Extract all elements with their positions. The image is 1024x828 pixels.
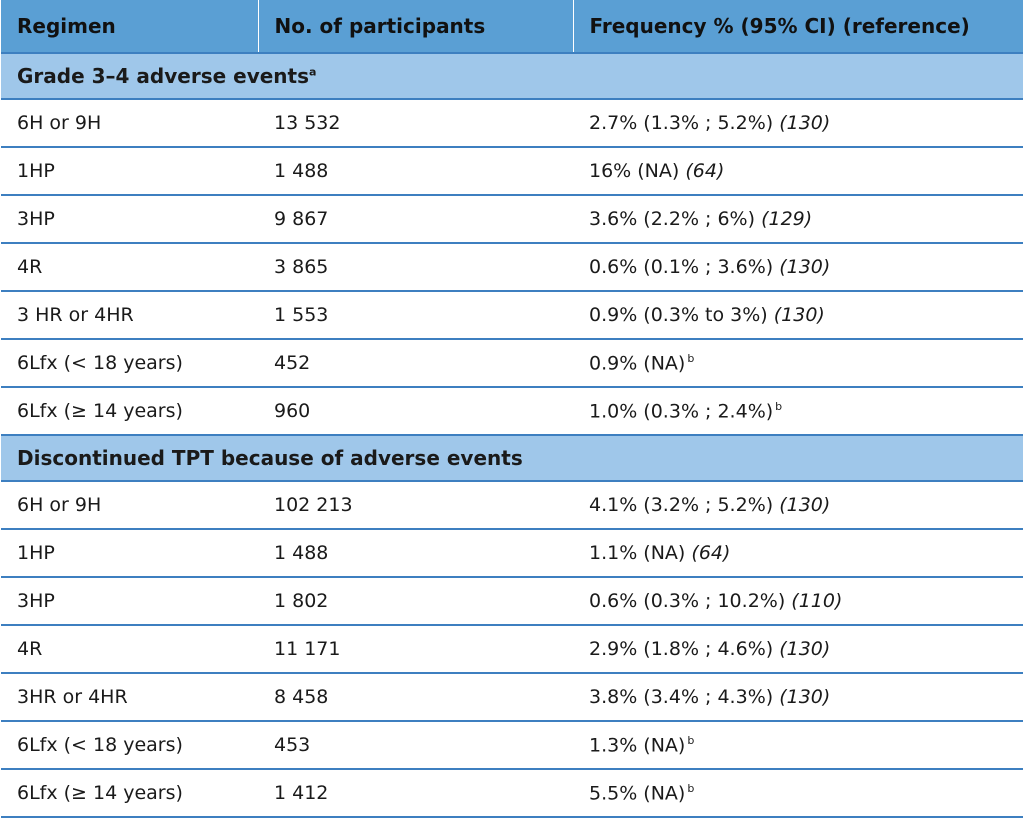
table-row: 6H or 9H 13 532 2.7% (1.3% ; 5.2%) (130) — [1, 99, 1023, 148]
footnote-marker: b — [687, 733, 695, 747]
section-title-text: Discontinued TPT because of adverse even… — [17, 446, 523, 470]
participants-cell: 8 458 — [258, 673, 573, 722]
footnote-marker: a — [309, 65, 317, 79]
frequency-value: 5.5% (NA) — [589, 782, 686, 805]
table-row: 6Lfx (≥ 14 years) 960 1.0% (0.3% ; 2.4%) b — [1, 387, 1023, 436]
regimen-cell: 3 HR or 4HR — [1, 291, 258, 340]
reference-number: (64) — [685, 160, 725, 182]
frequency-value: 3.8% (3.4% ; 4.3%) — [589, 686, 774, 708]
header-participants: No. of participants — [258, 0, 574, 54]
table-row: 1HP 1 488 16% (NA) (64) — [1, 147, 1023, 196]
participants-cell: 1 553 — [258, 291, 573, 340]
frequency-cell: 3.6% (2.2% ; 6%) (129) — [573, 195, 1023, 244]
frequency-cell: 1.0% (0.3% ; 2.4%) b — [573, 387, 1023, 436]
regimen-cell: 6Lfx (≥ 14 years) — [1, 387, 258, 436]
frequency-cell: 1.3% (NA) b — [573, 721, 1023, 770]
frequency-cell: 0.9% (0.3% to 3%) (130) — [573, 291, 1023, 340]
frequency-cell: 2.7% (1.3% ; 5.2%) (130) — [573, 99, 1023, 148]
regimen-cell: 4R — [1, 243, 258, 292]
frequency-value: 2.9% (1.8% ; 4.6%) — [589, 638, 774, 660]
section-title: Grade 3–4 adverse eventsa — [1, 53, 1023, 100]
participants-cell: 9 867 — [258, 195, 573, 244]
table-body: Grade 3–4 adverse eventsa 6H or 9H 13 532 2… — [1, 53, 1023, 818]
frequency-cell: 0.6% (0.1% ; 3.6%) (130) — [573, 243, 1023, 292]
reference-number: (130) — [779, 686, 831, 708]
frequency-cell: 2.9% (1.8% ; 4.6%) (130) — [573, 625, 1023, 674]
participants-cell: 11 171 — [258, 625, 573, 674]
reference-number: (130) — [779, 256, 831, 278]
table-row: 6Lfx (≥ 14 years) 1 412 5.5% (NA) b — [1, 769, 1023, 818]
frequency-cell: 3.8% (3.4% ; 4.3%) (130) — [573, 673, 1023, 722]
participants-cell: 3 865 — [258, 243, 573, 292]
regimen-cell: 3HP — [1, 195, 258, 244]
regimen-cell: 1HP — [1, 147, 258, 196]
frequency-value: 0.9% (NA) — [589, 352, 686, 375]
frequency-value: 1.0% (0.3% ; 2.4%) — [589, 400, 774, 423]
frequency-value: 3.6% (2.2% ; 6%) — [589, 208, 756, 230]
participants-cell: 13 532 — [258, 99, 573, 148]
regimen-cell: 6H or 9H — [1, 481, 258, 530]
section-header-row: Discontinued TPT because of adverse even… — [1, 435, 1023, 482]
table-row: 4R 11 171 2.9% (1.8% ; 4.6%) (130) — [1, 625, 1023, 674]
reference-number: (130) — [779, 638, 831, 660]
reference-number: (64) — [691, 542, 731, 564]
header-frequency: Frequency % (95% CI) (reference) — [573, 0, 1023, 54]
regimen-cell: 6Lfx (< 18 years) — [1, 721, 258, 770]
participants-cell: 1 488 — [258, 147, 573, 196]
regimen-cell: 1HP — [1, 529, 258, 578]
frequency-cell: 4.1% (3.2% ; 5.2%) (130) — [573, 481, 1023, 530]
section-title: Discontinued TPT because of adverse even… — [1, 435, 1023, 482]
header-row: Regimen No. of participants Frequency % … — [1, 0, 1023, 54]
participants-cell: 960 — [258, 387, 573, 436]
table-row: 3HP 1 802 0.6% (0.3% ; 10.2%) (110) — [1, 577, 1023, 626]
regimen-cell: 3HR or 4HR — [1, 673, 258, 722]
frequency-cell: 5.5% (NA) b — [573, 769, 1023, 818]
header-regimen: Regimen — [1, 0, 259, 54]
footnote-marker: b — [775, 399, 783, 413]
reference-number: (130) — [779, 494, 831, 516]
section-header-row: Grade 3–4 adverse eventsa — [1, 53, 1023, 100]
frequency-cell: 1.1% (NA) (64) — [573, 529, 1023, 578]
table-row: 3HR or 4HR 8 458 3.8% (3.4% ; 4.3%) (130) — [1, 673, 1023, 722]
table-row: 6Lfx (< 18 years) 453 1.3% (NA) b — [1, 721, 1023, 770]
table-row: 3 HR or 4HR 1 553 0.9% (0.3% to 3%) (130) — [1, 291, 1023, 340]
table-row: 4R 3 865 0.6% (0.1% ; 3.6%) (130) — [1, 243, 1023, 292]
frequency-value: 1.1% (NA) — [589, 542, 686, 564]
frequency-cell: 16% (NA) (64) — [573, 147, 1023, 196]
participants-cell: 452 — [258, 339, 573, 388]
reference-number: (129) — [761, 208, 813, 230]
participants-cell: 1 412 — [258, 769, 573, 818]
frequency-cell: 0.9% (NA) b — [573, 339, 1023, 388]
reference-number: (130) — [779, 112, 831, 134]
frequency-value: 2.7% (1.3% ; 5.2%) — [589, 112, 774, 134]
frequency-value: 0.6% (0.3% ; 10.2%) — [589, 590, 786, 612]
footnote-marker: b — [687, 351, 695, 365]
footnote-marker: b — [687, 781, 695, 795]
frequency-value: 1.3% (NA) — [589, 734, 686, 757]
regimen-cell: 4R — [1, 625, 258, 674]
participants-cell: 1 802 — [258, 577, 573, 626]
table-row: 6H or 9H 102 213 4.1% (3.2% ; 5.2%) (130) — [1, 481, 1023, 530]
reference-number: (130) — [773, 304, 825, 326]
table-row: 6Lfx (< 18 years) 452 0.9% (NA) b — [1, 339, 1023, 388]
regimen-cell: 3HP — [1, 577, 258, 626]
frequency-value: 16% (NA) — [589, 160, 680, 182]
table-row: 3HP 9 867 3.6% (2.2% ; 6%) (129) — [1, 195, 1023, 244]
frequency-cell: 0.6% (0.3% ; 10.2%) (110) — [573, 577, 1023, 626]
regimen-cell: 6Lfx (≥ 14 years) — [1, 769, 258, 818]
reference-number: (110) — [791, 590, 843, 612]
frequency-value: 0.6% (0.1% ; 3.6%) — [589, 256, 774, 278]
regimen-cell: 6Lfx (< 18 years) — [1, 339, 258, 388]
participants-cell: 453 — [258, 721, 573, 770]
regimen-cell: 6H or 9H — [1, 99, 258, 148]
frequency-value: 0.9% (0.3% to 3%) — [589, 304, 768, 326]
section-title-text: Grade 3–4 adverse events — [17, 64, 309, 88]
frequency-value: 4.1% (3.2% ; 5.2%) — [589, 494, 774, 516]
participants-cell: 1 488 — [258, 529, 573, 578]
participants-cell: 102 213 — [258, 481, 573, 530]
table-row: 1HP 1 488 1.1% (NA) (64) — [1, 529, 1023, 578]
